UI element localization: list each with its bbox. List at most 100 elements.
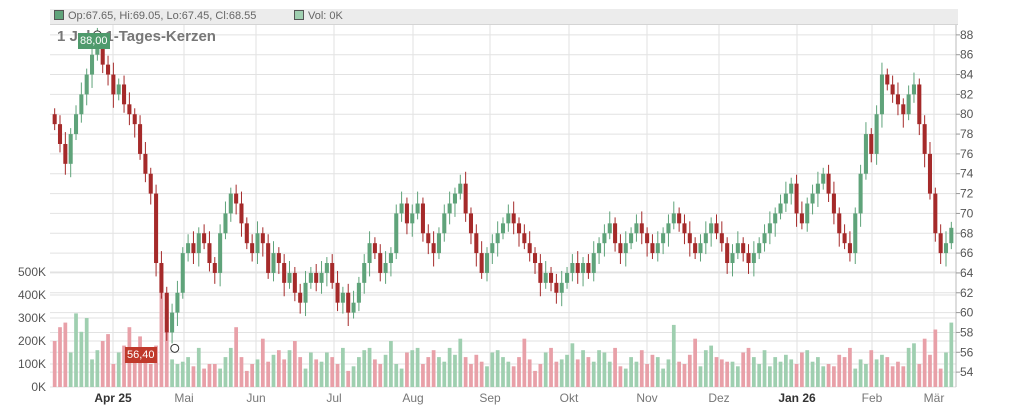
volume-bar bbox=[741, 352, 746, 387]
candle-body bbox=[831, 193, 836, 214]
volume-bar bbox=[292, 341, 297, 387]
candle-body bbox=[506, 213, 511, 224]
candle-body bbox=[890, 84, 895, 95]
candle-body bbox=[378, 253, 383, 273]
time-axis-label: Aug bbox=[402, 391, 423, 405]
candle-body bbox=[516, 223, 522, 234]
volume-bar bbox=[650, 354, 655, 387]
volume-bar bbox=[896, 361, 900, 387]
volume-bar bbox=[111, 364, 116, 387]
volume-bar bbox=[180, 361, 185, 387]
low-marker-label: 56,40 bbox=[125, 347, 157, 363]
candle-body bbox=[484, 253, 490, 273]
volume-bar bbox=[463, 357, 468, 387]
volume-bar bbox=[682, 364, 687, 387]
time-axis-label: Sep bbox=[479, 391, 501, 405]
candle-body bbox=[789, 183, 794, 194]
candle-body bbox=[532, 253, 538, 264]
candle-body bbox=[538, 263, 543, 283]
volume-bar bbox=[618, 366, 623, 387]
candle-body bbox=[613, 223, 618, 244]
volume-bar bbox=[677, 361, 681, 387]
volume-bar bbox=[784, 354, 788, 387]
volume-bar bbox=[922, 338, 927, 387]
candle-body bbox=[927, 153, 933, 194]
candle-body bbox=[84, 74, 89, 95]
ohlc-text: Op:67.65, Hi:69.05, Lo:67.45, Cl:68.55 bbox=[68, 10, 257, 22]
candle-body bbox=[815, 183, 820, 194]
time-axis-label: Mai bbox=[174, 391, 193, 405]
candle-body bbox=[148, 173, 153, 194]
volume-bar bbox=[495, 350, 500, 387]
candle-body bbox=[906, 94, 911, 115]
volume-bar bbox=[751, 357, 756, 387]
candle-body bbox=[287, 272, 292, 283]
volume-bar bbox=[228, 347, 233, 387]
time-axis-label: Mär bbox=[924, 391, 945, 405]
candle-body bbox=[244, 223, 249, 244]
volume-bar bbox=[597, 350, 601, 387]
volume-bar bbox=[826, 364, 831, 387]
volume-bar bbox=[858, 359, 863, 387]
volume-bar bbox=[410, 350, 415, 387]
price-tick-label: 54 bbox=[960, 365, 974, 379]
candle-body bbox=[388, 253, 393, 264]
candle-body bbox=[549, 272, 554, 283]
candle-body bbox=[404, 203, 409, 224]
volume-bar bbox=[191, 366, 196, 387]
volume-bar bbox=[837, 354, 842, 387]
volume-bar bbox=[666, 359, 671, 387]
volume-bar bbox=[623, 368, 628, 387]
ohlc-swatch-icon bbox=[54, 10, 64, 20]
volume-bar bbox=[63, 322, 68, 387]
volume-bar bbox=[196, 347, 201, 387]
candle-body bbox=[106, 64, 111, 75]
volume-bar bbox=[767, 366, 772, 387]
volume-bar bbox=[634, 361, 639, 387]
volume-bar bbox=[362, 350, 367, 387]
candle-body bbox=[741, 243, 746, 254]
volume-bar bbox=[928, 354, 932, 387]
volume-bar bbox=[106, 334, 110, 387]
candle-body bbox=[356, 282, 361, 303]
volume-bar bbox=[565, 354, 569, 387]
candle-body bbox=[853, 213, 858, 254]
candle-body bbox=[618, 243, 623, 254]
volume-bar bbox=[661, 368, 665, 387]
candle-body bbox=[885, 74, 890, 85]
candle-body bbox=[292, 272, 297, 293]
volume-bar bbox=[132, 354, 137, 387]
volume-bar bbox=[341, 347, 345, 387]
low-marker-dot bbox=[170, 343, 180, 353]
candle-body bbox=[159, 263, 164, 293]
candle-body bbox=[154, 193, 159, 264]
volume-bar bbox=[58, 327, 62, 387]
volume-bar bbox=[282, 359, 287, 387]
volume-bar bbox=[511, 366, 516, 387]
price-tick-label: 84 bbox=[960, 68, 974, 82]
price-tick-label: 56 bbox=[960, 345, 974, 359]
volume-bar bbox=[735, 366, 740, 387]
volume-bar bbox=[469, 364, 473, 387]
candle-body bbox=[757, 243, 762, 254]
volume-swatch-icon bbox=[294, 10, 304, 20]
volume-bar bbox=[586, 357, 591, 387]
price-tick-label: 66 bbox=[960, 246, 974, 260]
volume-bar bbox=[239, 357, 244, 387]
volume-bar bbox=[148, 364, 153, 387]
volume-bar bbox=[426, 357, 431, 387]
volume-text: Vol: 0K bbox=[308, 10, 343, 22]
candle-body bbox=[671, 213, 676, 224]
volume-bar bbox=[373, 359, 377, 387]
volume-bar bbox=[762, 350, 767, 387]
price-tick-label: 74 bbox=[960, 167, 974, 181]
volume-bar bbox=[842, 357, 847, 387]
candle-body bbox=[922, 124, 927, 154]
volume-tick-label: 0K bbox=[31, 380, 46, 394]
volume-bar bbox=[949, 322, 954, 387]
volume-bar bbox=[501, 357, 505, 387]
candle-body bbox=[693, 243, 698, 254]
volume-bar bbox=[319, 361, 324, 387]
volume-bar bbox=[693, 338, 698, 387]
volume-bar bbox=[757, 364, 762, 387]
